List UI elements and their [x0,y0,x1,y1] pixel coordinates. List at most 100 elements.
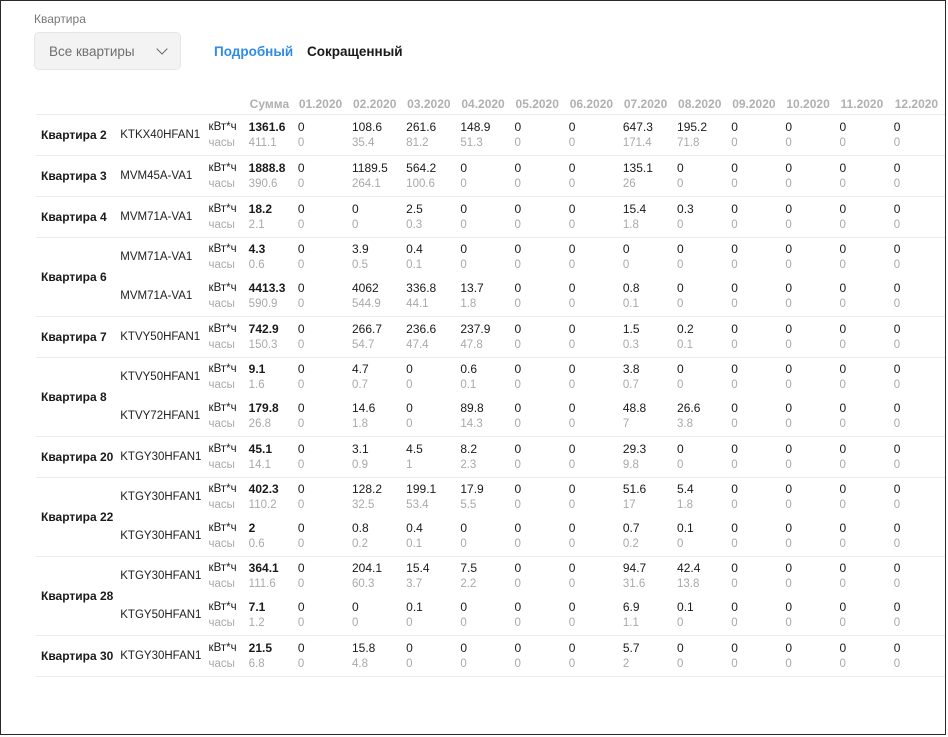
sum-cell: 21.5 6.8 [248,635,298,677]
month-cell: 261.6 81.2 [406,114,461,156]
month-cell-hours: 544.9 [352,298,381,310]
month-cell-kwh: 564.2 [406,161,437,175]
month-cell-kwh: 0 [622,242,630,256]
consumption-table: Сумма 01.2020 02.2020 03.2020 04.2020 05.2020… [36,94,945,677]
month-cell-hours: 100.6 [406,178,435,190]
month-cell-kwh: 0 [893,641,901,655]
sum-cell-hours: 1.6 [248,379,265,391]
unit-label-kwh: кВт*ч [208,642,237,654]
table-row: Квартира 20 KTGY30HFAN1 кВт*ч часы 45.1 14.1 0… [36,436,945,478]
month-cell-hours: 0 [297,418,305,430]
month-cell-hours: 0 [731,339,738,351]
month-cell-kwh: 647.3 [622,120,653,134]
month-cell-hours: 0 [297,219,305,231]
month-cell-hours: 0 [893,538,901,550]
month-cell-hours: 0 [568,339,576,351]
month-cell: 14.6 1.8 [352,396,407,437]
chevron-down-icon [156,43,168,55]
month-cell-hours: 60.3 [352,578,375,590]
month-cell-kwh: 26.6 [677,401,701,415]
month-cell: 7.5 2.2 [460,557,514,596]
sum-cell: 402.3 110.2 [249,478,298,517]
month-cell-hours: 17 [622,499,636,511]
sum-cell-kwh: 1888.8 [248,161,286,175]
table-row: MVM71A-VA1 кВт*ч часы 4413.3 590.9 0 0 4062 544.… [36,276,945,317]
month-cell-hours: 0 [893,578,901,590]
month-cell-kwh: 0 [568,521,576,535]
header-sum: Сумма [249,97,290,111]
month-cell-kwh: 0 [297,482,305,496]
month-cell-kwh: 0 [839,322,847,336]
month-cell: 51.6 17 [623,478,677,517]
sum-cell: 742.9 150.3 [248,316,298,358]
month-cell-kwh: 15.4 [622,202,647,216]
table-row: Квартира 4 MVM71A-VA1 кВт*ч часы 18.2 2.1 0 0 0 0… [36,196,945,238]
sum-cell: 1361.6 411.1 [248,114,298,156]
unit-model: KTGY30HFAN1 [120,516,209,557]
month-cell-hours: 0 [893,459,901,471]
month-cell-kwh: 0 [893,161,901,175]
sum-cell-hours: 2.1 [248,219,265,231]
apartment-name: Квартира 2 [36,114,121,156]
month-cell-kwh: 0.1 [677,521,694,535]
month-cell-hours: 0 [568,499,576,511]
month-cell-kwh: 261.6 [406,120,437,134]
month-cell-hours: 0 [731,578,738,590]
month-cell-kwh: 51.6 [622,482,647,496]
month-cell-hours: 0 [460,178,467,190]
month-cell-hours: 0 [893,617,901,629]
month-cell-hours: 0 [514,538,521,550]
sum-cell: 9.1 1.6 [249,358,298,397]
tab-short[interactable]: Сокращенный [307,44,403,59]
month-cell-kwh: 0 [297,641,305,655]
month-cell: 15.4 1.8 [622,196,678,238]
month-cell-hours: 14.3 [460,418,483,430]
tab-detailed[interactable]: Подробный [214,44,294,59]
month-cell-kwh: 0 [514,600,522,614]
apartment-name: Квартира 8 [36,357,121,437]
month-cell-kwh: 0 [731,641,738,655]
month-cell-hours: 71.8 [677,137,700,149]
month-cell: 0.3 0 [677,196,732,238]
month-cell-kwh: 148.9 [460,120,491,134]
month-cell-hours: 0 [785,259,792,271]
month-cell: 17.9 5.5 [460,478,514,517]
unit-model: MVM71A-VA1 [120,276,209,317]
month-cell-kwh: 0.3 [677,202,694,216]
month-cell-kwh: 0 [731,202,738,216]
unit-label-hours: часы [208,379,235,391]
month-cell-kwh: 0 [514,202,522,216]
sum-cell: 45.1 14.1 [248,436,298,478]
header-month: 07.2020 [623,97,668,111]
month-cell: 564.2 100.6 [406,155,461,197]
sum-cell: 4.3 0.6 [249,238,298,277]
month-cell-hours: 0 [785,617,792,629]
month-cell-kwh: 0 [785,521,793,535]
month-cell-kwh: 0 [731,442,738,456]
month-cell-kwh: 0 [514,442,522,456]
month-cell-kwh: 0 [893,281,901,295]
unit-label-kwh: кВт*ч [208,243,237,255]
sum-cell-hours: 14.1 [248,459,272,471]
apartment-select[interactable]: Все квартиры [34,32,181,70]
month-cell: 128.2 32.5 [352,478,406,517]
table-row: Квартира 30 KTGY30HFAN1 кВт*ч часы 21.5 6.8 0 0… [36,635,945,677]
unit-model: KTVY50HFAN1 [120,316,209,358]
month-cell-hours: 0 [297,339,305,351]
month-cell: 204.1 60.3 [352,557,406,596]
